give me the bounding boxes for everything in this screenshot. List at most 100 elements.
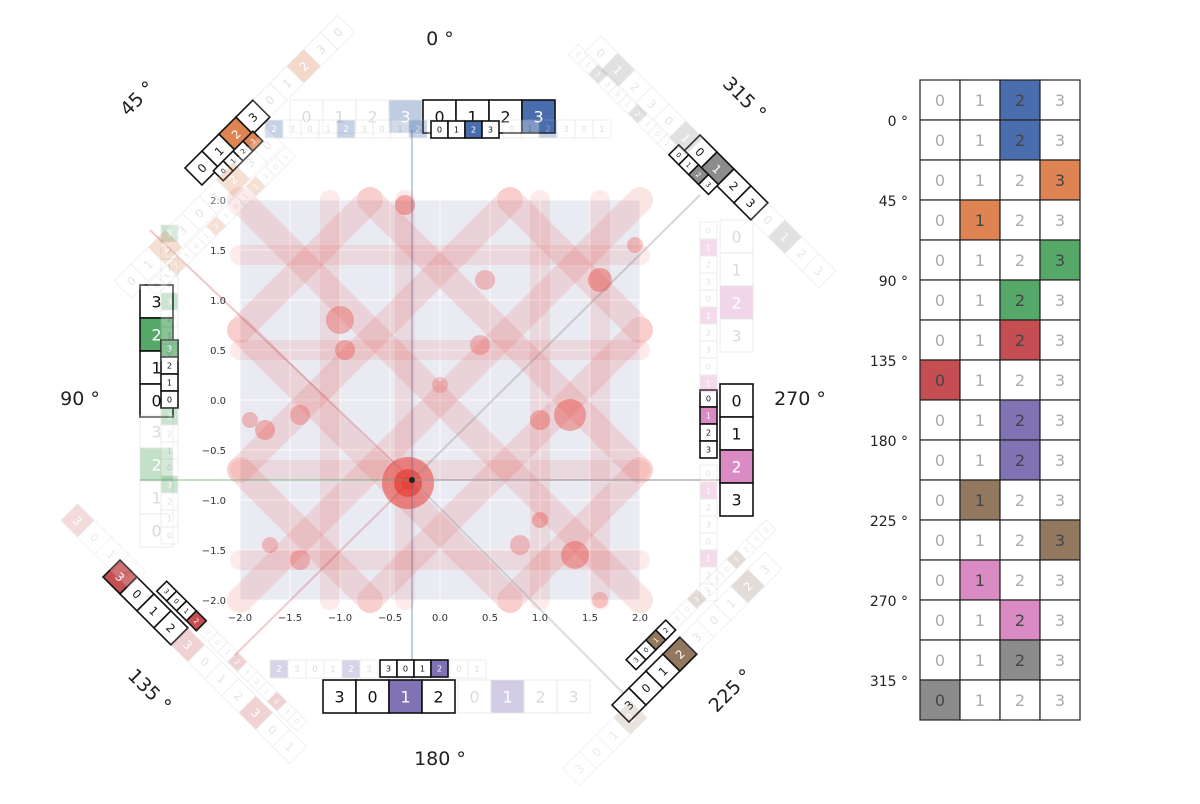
strip-cell-digit: 0 xyxy=(469,687,479,706)
strip-cell-digit: 2 xyxy=(192,617,201,626)
table-cell-digit: 3 xyxy=(1055,131,1065,150)
strip-cell xyxy=(755,519,777,541)
table-cell-digit: 2 xyxy=(1015,371,1025,390)
intensity-band xyxy=(227,317,523,613)
strip-cell xyxy=(323,659,343,679)
strip-cell-digit: 2 xyxy=(706,571,711,581)
strip-cell-digit: 1 xyxy=(167,378,172,388)
strip-cell xyxy=(699,255,718,274)
table-row-label: 0 ° xyxy=(888,114,908,130)
strip-cell-digit: 1 xyxy=(151,358,161,377)
table-row-label: 225 ° xyxy=(870,514,908,530)
strip-cell-digit: 3 xyxy=(632,656,641,665)
strip-cell xyxy=(696,578,718,600)
strip-cell-digit: 3 xyxy=(752,536,761,545)
strip-cell xyxy=(719,219,754,254)
intensity-spot xyxy=(395,195,415,215)
strip-cell-digit: 1 xyxy=(223,648,232,657)
table-cell-digit: 0 xyxy=(935,291,945,310)
strip-cell xyxy=(156,265,178,286)
strip-cell-digit: 3 xyxy=(706,345,711,355)
strip-cell xyxy=(372,119,392,139)
strip-cell xyxy=(147,229,183,265)
strip-cell xyxy=(266,690,288,712)
table-cell-digit: 3 xyxy=(1055,531,1065,550)
strip-cell-digit: 3 xyxy=(713,575,722,584)
strip-cell-digit: 0 xyxy=(292,717,301,726)
table-row-label: 270 ° xyxy=(870,594,908,610)
strip-cell xyxy=(627,103,649,125)
strip-cell-digit: 3 xyxy=(706,588,711,598)
table-row: 0 1 2 3 xyxy=(919,239,1081,281)
strip-cell-digit: 1 xyxy=(420,664,425,674)
strip-cell xyxy=(595,717,631,753)
strip-cell xyxy=(699,221,718,240)
strip-cell xyxy=(651,103,687,139)
strip-cell-digit: 3 xyxy=(162,587,171,596)
strip-cell xyxy=(93,536,130,572)
strip-cell xyxy=(523,679,558,714)
table-cell-digit: 0 xyxy=(935,171,945,190)
projection-line xyxy=(411,479,636,706)
table-cell-digit: 2 xyxy=(1015,571,1025,590)
strip-cell-digit: 1 xyxy=(706,243,711,253)
strip-cell-digit: 0 xyxy=(153,281,162,290)
table-cell-digit: 2 xyxy=(1015,491,1025,510)
strip-cell xyxy=(430,659,449,678)
strip-cell-digit: 1 xyxy=(325,125,331,135)
strip-cell xyxy=(699,323,718,342)
strip-cell xyxy=(139,284,174,319)
y-tick-label: 0.0 xyxy=(210,396,226,407)
strip-cell xyxy=(60,502,96,538)
table-cell-digit: 1 xyxy=(975,491,985,510)
intensity-spot xyxy=(592,592,608,608)
strip-cell xyxy=(719,482,754,517)
y-tick-label: 2.0 xyxy=(210,196,226,207)
table-cell xyxy=(1039,519,1081,561)
strip-cell-digit: 1 xyxy=(502,687,512,706)
strip-cell xyxy=(647,123,669,145)
strip-cell-digit: 1 xyxy=(281,153,290,162)
strip-cell xyxy=(274,146,296,168)
strip-cell xyxy=(160,390,179,409)
table-cell xyxy=(1039,679,1081,721)
strip-cell-digit: 0 xyxy=(167,348,172,358)
strip-cell xyxy=(661,635,698,673)
table-cell-digit: 2 xyxy=(1015,291,1025,310)
table-row: 0 1 2 3 xyxy=(919,399,1081,441)
strip-cell xyxy=(320,14,356,50)
strip-cell-digit: 1 xyxy=(163,272,172,281)
strip-cell-digit: 0 xyxy=(731,391,741,410)
table-cell-digit: 3 xyxy=(1055,651,1065,670)
strip-cell xyxy=(322,99,357,134)
strip-cell-digit: 1 xyxy=(623,100,632,109)
strip-cell xyxy=(198,178,234,214)
strip-cell xyxy=(521,99,556,134)
strip-cell-digit: 2 xyxy=(167,497,172,507)
strip-cell-digit: 0 xyxy=(706,469,711,479)
table-cell-digit: 0 xyxy=(935,131,945,150)
strip-cell xyxy=(318,119,338,139)
strip-cell xyxy=(355,99,390,134)
strip-cell-digit: 3 xyxy=(167,229,172,239)
table-cell xyxy=(999,239,1041,281)
strip-cell-digit: 3 xyxy=(704,181,713,190)
strip-cell xyxy=(160,326,179,345)
table-cell-digit: 1 xyxy=(975,171,985,190)
strip-cell-digit: 2 xyxy=(706,260,711,270)
table-cell-digit: 2 xyxy=(1015,691,1025,710)
strip-cell-digit: 1 xyxy=(527,125,533,135)
strip-0deg: 012301232301230123010123012301 xyxy=(264,99,612,139)
strip-cell xyxy=(561,751,598,787)
intensity-spot xyxy=(554,399,586,431)
strip-cell xyxy=(215,205,237,227)
strip-cell-digit: 1 xyxy=(330,665,336,675)
table-cell-digit: 1 xyxy=(975,451,985,470)
